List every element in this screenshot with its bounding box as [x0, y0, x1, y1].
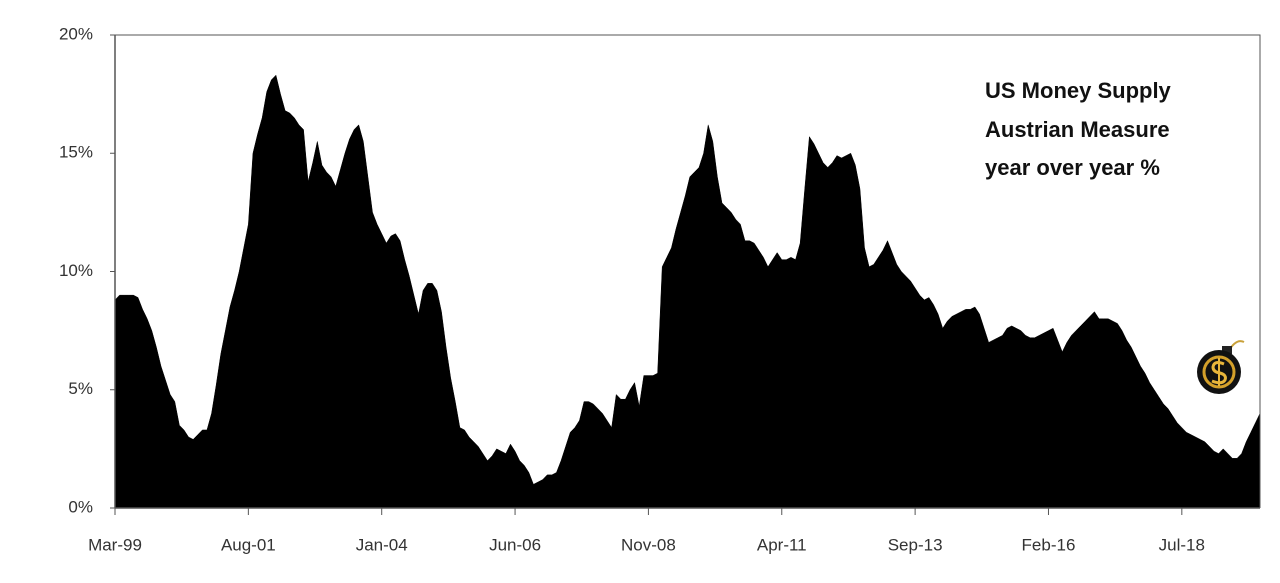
bomb-icon: [1197, 340, 1245, 394]
chart-title: Austrian Measure: [985, 117, 1170, 142]
chart-title: year over year %: [985, 155, 1160, 180]
y-tick-label: 15%: [59, 143, 93, 162]
y-tick-label: 20%: [59, 24, 93, 43]
x-tick-label: Sep-13: [888, 535, 943, 554]
plot-area: [114, 74, 1261, 509]
chart-title: US Money Supply: [985, 78, 1172, 103]
area: [114, 74, 1261, 509]
x-tick-label: Jul-18: [1159, 535, 1205, 554]
y-tick-label: 0%: [68, 497, 93, 516]
x-tick-label: Apr-11: [757, 535, 807, 554]
x-tick-label: Aug-01: [221, 535, 276, 554]
y-tick-label: 10%: [59, 261, 93, 280]
x-tick-label: Jan-04: [356, 535, 408, 554]
plot-frame: [115, 34, 1261, 508]
x-tick-label: Feb-16: [1022, 535, 1076, 554]
y-tick-label: 5%: [68, 379, 93, 398]
x-tick-label: Mar-99: [88, 535, 142, 554]
x-tick-label: Nov-08: [621, 535, 676, 554]
x-tick-label: Jun-06: [489, 535, 541, 554]
